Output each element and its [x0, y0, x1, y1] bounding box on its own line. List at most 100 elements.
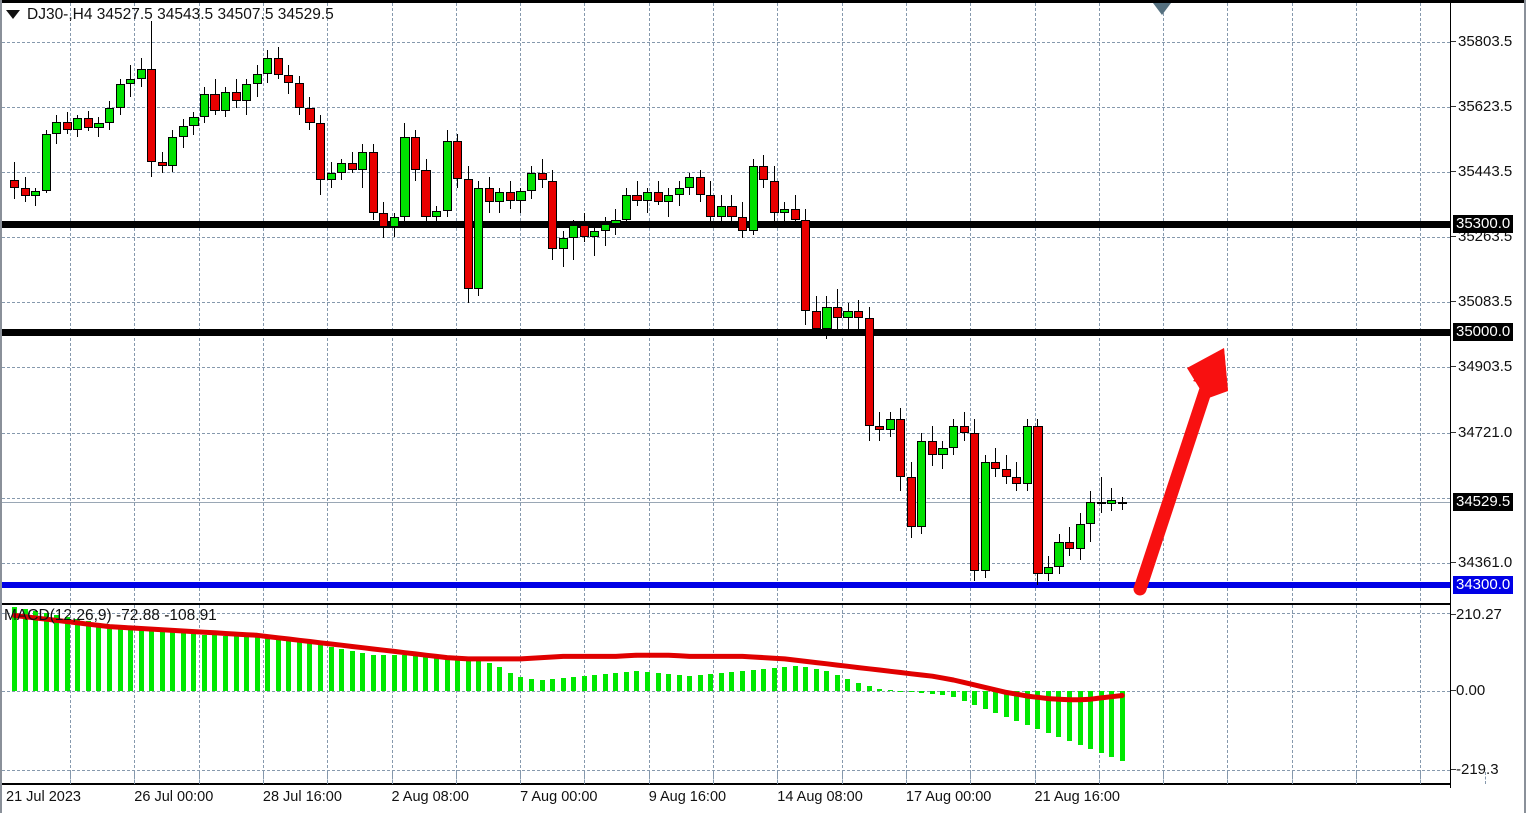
time-gridline [841, 605, 843, 783]
time-gridline [1163, 3, 1165, 601]
time-gridline [1356, 3, 1357, 601]
macd-histogram-bar [1119, 691, 1125, 761]
macd-histogram-bar [961, 691, 967, 701]
macd-histogram-bar [1045, 691, 1051, 733]
price-chart-pane[interactable] [2, 3, 1450, 601]
candlestick [368, 144, 378, 221]
macd-histogram-bar [402, 655, 408, 691]
time-gridline [1420, 605, 1422, 783]
candlestick [83, 111, 94, 131]
time-gridline [198, 605, 200, 783]
candle-body [526, 173, 537, 192]
candle-wick [942, 440, 944, 470]
price-gridline [2, 497, 1450, 499]
tick-mark [1451, 614, 1456, 615]
candle-body [484, 187, 494, 203]
candlestick [938, 440, 948, 470]
candlestick [537, 158, 547, 188]
candlestick [136, 57, 146, 87]
price-level-line[interactable] [2, 220, 1450, 228]
price-level-label[interactable]: 35300.0 [1453, 214, 1514, 233]
price-level-line[interactable] [2, 329, 1450, 337]
candlestick [410, 129, 421, 181]
candle-body [326, 173, 336, 181]
candle-wick [668, 187, 670, 217]
candle-body [727, 205, 737, 217]
candlestick [643, 187, 653, 214]
tick-mark [1451, 562, 1456, 563]
macd-histogram-bar [370, 655, 376, 691]
candlestick [706, 180, 716, 224]
macd-histogram-bar [697, 675, 703, 691]
macd-gridline [2, 613, 1450, 614]
price-axis[interactable]: 35803.5 35623.5 35443.5 35263.5 35083.5 34903… [1451, 3, 1524, 788]
macd-indicator-pane[interactable] [2, 605, 1450, 783]
macd-histogram-bar [592, 675, 598, 691]
macd-histogram-bar [1067, 691, 1072, 741]
support-level-label[interactable]: 34300.0 [1453, 576, 1514, 594]
macd-axis-tick-label: -219.3 [1456, 761, 1499, 778]
macd-histogram-bar [782, 667, 788, 691]
candlestick [832, 288, 843, 329]
time-axis[interactable]: 21 Jul 2023 26 Jul 00:00 28 Jul 16:00 2 Aug… [2, 772, 1486, 813]
macd-histogram-bar [919, 691, 925, 693]
macd-histogram-bar [813, 669, 819, 691]
triangle-down-icon[interactable] [6, 10, 20, 20]
candlestick [284, 64, 294, 94]
macd-histogram-bar [1024, 691, 1030, 725]
candlestick [780, 202, 790, 228]
macd-histogram-bar [908, 691, 914, 692]
candle-body [621, 194, 632, 221]
macd-histogram-bar [708, 674, 714, 691]
macd-histogram-bar [866, 686, 872, 691]
candle-body [843, 310, 853, 318]
candle-body [811, 310, 821, 329]
macd-histogram-bar [507, 673, 513, 691]
triangle-down-marker-icon[interactable] [1153, 3, 1171, 15]
price-gridline [2, 42, 1450, 43]
window-top-border [0, 0, 1526, 3]
macd-histogram-bar [950, 691, 956, 697]
candle-body [231, 92, 241, 102]
tick-mark [1451, 236, 1456, 238]
macd-histogram-bar [1056, 691, 1062, 737]
candlestick [157, 151, 167, 174]
candle-body [31, 190, 41, 196]
candlestick [558, 231, 568, 268]
price-level-label[interactable]: 35000.0 [1453, 323, 1514, 341]
candle-body [632, 194, 642, 202]
candle-body [875, 426, 885, 430]
price-level-line[interactable] [2, 582, 1450, 589]
macd-histogram-bar [33, 611, 39, 691]
candle-body [896, 418, 906, 477]
time-axis-tick-mark [777, 772, 779, 784]
candlestick [210, 79, 220, 116]
candle-wick [573, 220, 575, 260]
candlestick [495, 187, 505, 214]
macd-histogram-bar [75, 619, 81, 691]
candle-body [157, 162, 167, 167]
macd-zero-line [2, 691, 1450, 692]
candle-body [537, 173, 547, 181]
candle-body [199, 93, 210, 117]
candle-body [748, 166, 758, 232]
macd-histogram-bar [729, 672, 735, 691]
candle-body [664, 194, 674, 203]
candle-body [126, 79, 136, 84]
symbol-header[interactable]: DJ30-,H4 34527.5 34543.5 34507.5 34529.5 [6, 6, 334, 24]
candlestick [484, 176, 494, 213]
candlestick [885, 411, 895, 437]
price-gridline [2, 302, 1450, 304]
candlestick [178, 119, 188, 148]
price-gridline [2, 107, 1450, 108]
candlestick [358, 144, 368, 188]
time-gridline [648, 3, 650, 601]
candle-body [695, 176, 705, 195]
price-level-label[interactable]: 34529.5 [1453, 493, 1514, 511]
price-level-line[interactable] [2, 502, 1450, 504]
candle-body [178, 126, 188, 138]
candlestick [1075, 512, 1085, 560]
candle-body [73, 118, 83, 130]
candlestick [432, 205, 442, 228]
candlestick [421, 158, 431, 224]
